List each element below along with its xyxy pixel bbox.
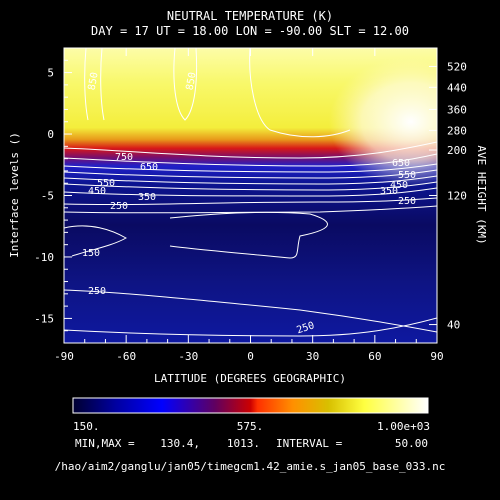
contour-label: 550 — [97, 178, 115, 189]
y-axis-label: Interface levels () — [8, 132, 21, 258]
contour-label: 450 — [88, 186, 106, 197]
right-tick-label: 520 — [447, 60, 467, 73]
contour-label: 750 — [115, 152, 133, 163]
contour-label: 350 — [138, 192, 156, 203]
right-tick-label: 440 — [447, 81, 467, 94]
contour-label: 450 — [390, 180, 408, 191]
right-tick-label: 40 — [447, 319, 460, 332]
y-axis: 5 0 -5 -10 -15 — [34, 59, 72, 332]
x-axis: -90 -60 -30 0 30 60 90 — [54, 48, 444, 363]
colorbar — [72, 397, 429, 414]
contour-label: 550 — [398, 170, 416, 181]
contour-label: 650 — [140, 162, 158, 173]
x-tick-label: 90 — [430, 350, 443, 363]
right-tick-label: 120 — [447, 190, 467, 203]
contour-label: 250 — [295, 320, 316, 336]
right-tick-label: 200 — [447, 144, 467, 157]
y-tick-label: 5 — [47, 67, 54, 80]
y-tick-label: -5 — [41, 190, 54, 203]
x-axis-label: LATITUDE (DEGREES GEOGRAPHIC) — [154, 372, 346, 385]
contour-lines — [64, 48, 437, 337]
y-tick-label: -15 — [34, 312, 54, 325]
x-tick-label: -90 — [54, 350, 74, 363]
interval-label: INTERVAL = — [276, 437, 343, 450]
right-axis: 520 440 360 280 200 120 40 — [429, 60, 467, 332]
contour-label: 850 — [87, 71, 101, 91]
footer-path: /hao/aim2/ganglu/jan05/timegcm1.42_amie.… — [55, 460, 446, 473]
right-tick-label: 360 — [447, 103, 467, 116]
colorbar-mid-label: 575. — [237, 420, 264, 433]
contour-label: 250 — [110, 201, 128, 212]
colorbar-max-label: 1.00e+03 — [377, 420, 430, 433]
min-value: 130.4, — [160, 437, 200, 450]
max-value: 1013. — [227, 437, 260, 450]
right-tick-label: 280 — [447, 124, 467, 137]
x-tick-label: 30 — [306, 350, 319, 363]
plot-field: 850 850 750 650 550 450 350 250 150 250 … — [64, 48, 437, 343]
y-tick-label: -10 — [34, 251, 54, 264]
contour-label: 650 — [392, 158, 410, 169]
contour-label: 250 — [88, 286, 106, 297]
colorbar-min-label: 150. — [73, 420, 100, 433]
chart-subtitle: DAY = 17 UT = 18.00 LON = -90.00 SLT = 1… — [91, 24, 409, 38]
y-tick-label: 0 — [47, 128, 54, 141]
contour-label: 150 — [82, 248, 100, 259]
contour-label: 250 — [398, 196, 416, 207]
x-tick-label: 0 — [247, 350, 254, 363]
right-axis-label: AVE HEIGHT (KM) — [475, 145, 488, 244]
x-tick-label: -30 — [178, 350, 198, 363]
minmax-label: MIN,MAX = — [75, 437, 135, 450]
contour-label: 350 — [380, 186, 398, 197]
contour-labels: 850 850 750 650 550 450 350 250 150 250 … — [82, 71, 416, 336]
x-tick-label: -60 — [116, 350, 136, 363]
contour-label: 850 — [185, 71, 199, 91]
interval-value: 50.00 — [395, 437, 428, 450]
x-tick-label: 60 — [368, 350, 381, 363]
chart-title: NEUTRAL TEMPERATURE (K) — [167, 9, 333, 23]
